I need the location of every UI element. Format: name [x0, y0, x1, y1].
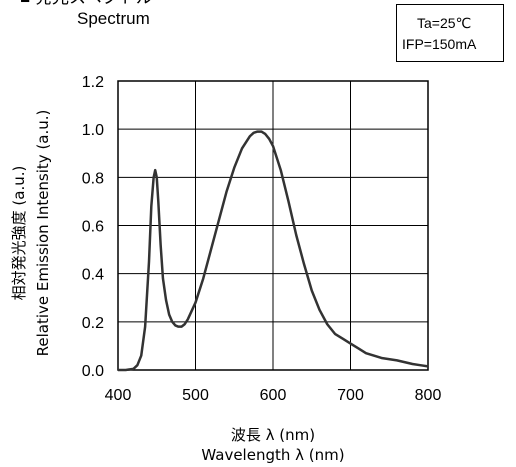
- y-tick-label: 0.6: [82, 219, 104, 236]
- y-axis-label-ja: 相対発光強度 (a.u.): [10, 166, 28, 301]
- y-tick-labels: 0.0 0.2 0.4 0.6 0.8 1.0 1.2: [82, 74, 104, 380]
- x-tick-labels: 400 500 600 700 800: [105, 387, 442, 404]
- condition-temperature: Ta=25℃: [417, 15, 472, 31]
- y-tick-label: 0.2: [82, 315, 104, 332]
- chart-title-ja: ■ 発光スペクトル: [20, 0, 153, 8]
- grid: [117, 80, 429, 371]
- x-tick-label: 400: [105, 387, 132, 404]
- y-tick-label: 0.0: [82, 363, 104, 380]
- conditions-box: Ta=25℃ IFP=150mA: [396, 4, 504, 62]
- y-tick-label: 1.2: [82, 74, 104, 91]
- y-tick-label: 1.0: [82, 122, 104, 139]
- y-axis-label-en: Relative Emission Intensity (a.u.): [34, 110, 52, 357]
- chart-title-en: Spectrum: [77, 9, 150, 28]
- x-tick-label: 800: [415, 387, 442, 404]
- condition-current: IFP=150mA: [402, 36, 477, 52]
- x-tick-label: 700: [337, 387, 364, 404]
- x-tick-label: 600: [260, 387, 287, 404]
- y-tick-label: 0.4: [82, 267, 104, 284]
- plot-frame: [117, 80, 429, 371]
- x-axis-label-ja: 波長 λ (nm): [231, 426, 315, 444]
- spectrum-line: [118, 130, 429, 372]
- x-axis-label-en: Wavelength λ (nm): [201, 446, 344, 464]
- x-tick-label: 500: [182, 387, 209, 404]
- y-tick-label: 0.8: [82, 170, 104, 187]
